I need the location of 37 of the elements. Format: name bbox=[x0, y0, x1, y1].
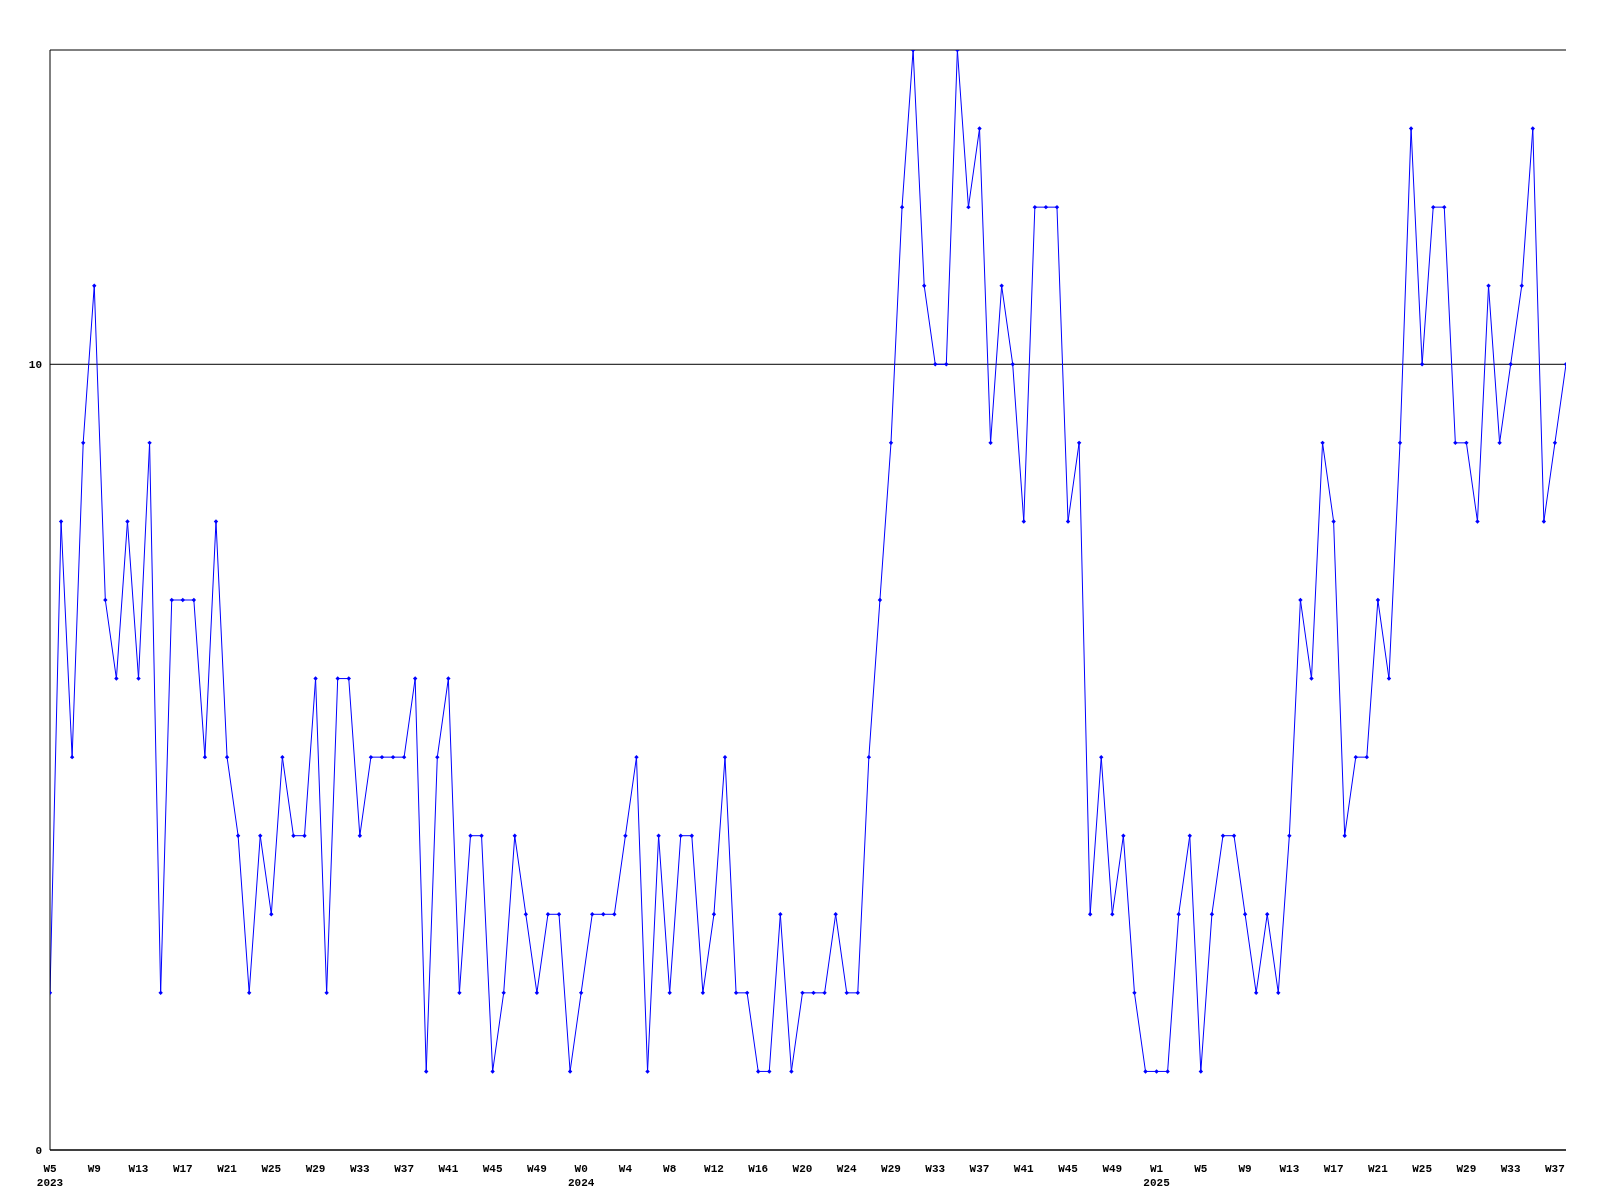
x-tick-label: W49 bbox=[526, 1162, 547, 1175]
x-tick-label: W4 bbox=[618, 1162, 633, 1175]
x-tick-label: W45 bbox=[1058, 1162, 1079, 1175]
x-tick-label: W37 bbox=[969, 1162, 990, 1175]
x-tick-label: W33 bbox=[349, 1162, 371, 1175]
x-tick-label: W41 bbox=[438, 1162, 459, 1175]
x-tick-label: W29 bbox=[881, 1162, 901, 1175]
x-tick-label: W9 bbox=[87, 1162, 101, 1175]
x-tick-label: W12 bbox=[704, 1162, 724, 1175]
y-tick-label: 0 bbox=[35, 1144, 42, 1157]
x-tick-label: W5 2023 bbox=[36, 1162, 64, 1190]
x-tick-label: W37 bbox=[394, 1162, 415, 1175]
x-tick-label: W13 bbox=[1279, 1162, 1300, 1175]
x-tick-label: W0 2024 bbox=[567, 1162, 595, 1190]
x-tick-label: W25 bbox=[261, 1162, 282, 1175]
x-tick-label: W29 bbox=[1456, 1162, 1477, 1175]
x-tick-label: W33 bbox=[1500, 1162, 1521, 1175]
x-tick-label: W5 bbox=[1194, 1162, 1208, 1175]
x-tick-label: W13 bbox=[128, 1162, 149, 1175]
x-tick-label: W21 bbox=[217, 1162, 238, 1175]
x-tick-label: W49 bbox=[1102, 1162, 1123, 1175]
x-tick-label: W20 bbox=[792, 1162, 813, 1175]
x-tick-label: W1 2025 bbox=[1143, 1162, 1171, 1190]
x-tick-label: W33 bbox=[925, 1162, 946, 1175]
y-tick-label: 10 bbox=[28, 359, 42, 372]
x-tick-label: W21 bbox=[1367, 1162, 1389, 1175]
x-tick-label: W24 bbox=[836, 1162, 858, 1175]
x-tick-label: W17 bbox=[1323, 1162, 1344, 1175]
x-tick-label: W16 bbox=[748, 1162, 769, 1175]
x-tick-label: W8 bbox=[663, 1162, 677, 1175]
x-tick-label: W17 bbox=[172, 1162, 193, 1175]
x-tick-label: W41 bbox=[1013, 1162, 1035, 1175]
x-tick-label: W9 bbox=[1238, 1162, 1252, 1175]
x-tick-label: W45 bbox=[482, 1162, 503, 1175]
x-tick-label: W29 bbox=[305, 1162, 326, 1175]
x-tick-label: W25 bbox=[1412, 1162, 1433, 1175]
x-tick-label: W37 bbox=[1545, 1162, 1565, 1175]
